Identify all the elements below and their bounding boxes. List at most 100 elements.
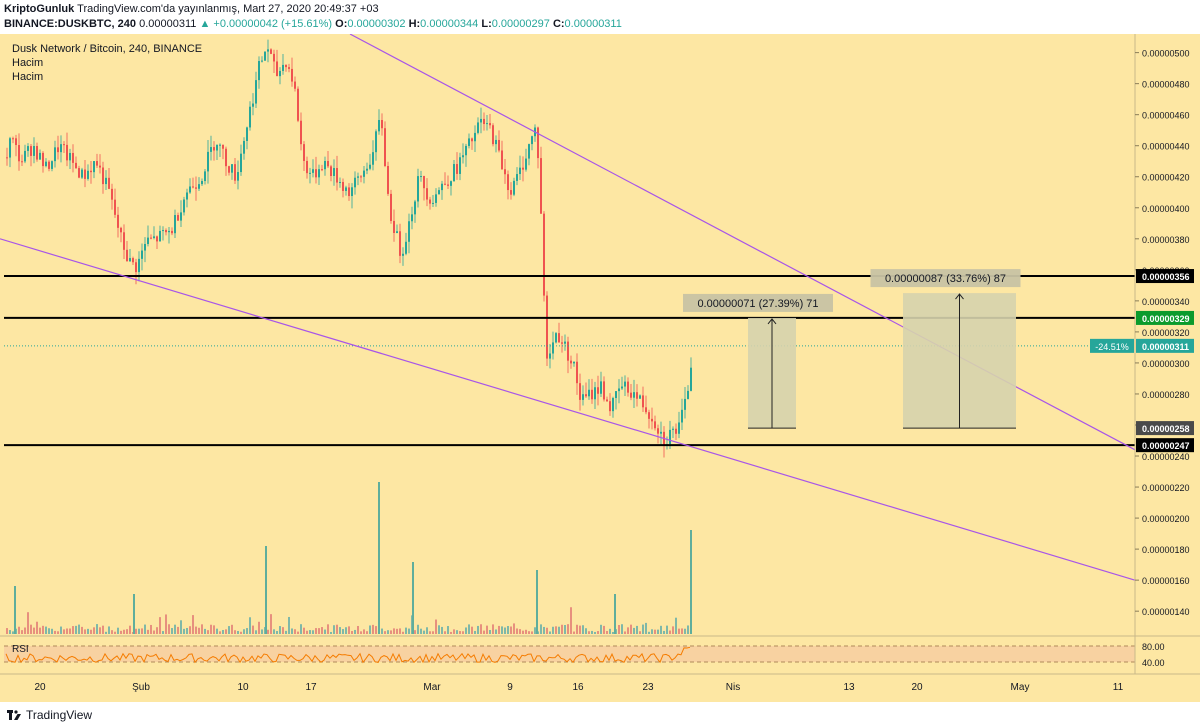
author-name[interactable]: KriptoGunluk xyxy=(4,3,75,15)
candle-body xyxy=(597,387,599,394)
last-price-tag-box xyxy=(1090,338,1134,353)
volume-bar xyxy=(588,631,590,634)
low-value: 0.00000297 xyxy=(491,18,550,30)
footer: TradingView xyxy=(0,702,1200,727)
price-label-box xyxy=(1136,338,1194,353)
volume-bar xyxy=(612,631,614,634)
volume-bar xyxy=(444,631,446,634)
volume-bar xyxy=(249,617,251,634)
volume-bar xyxy=(357,625,359,634)
candle-body xyxy=(252,103,254,107)
volume-bar xyxy=(645,622,647,634)
volume-bar xyxy=(300,624,302,634)
volume-bar xyxy=(186,627,188,634)
candle-body xyxy=(567,341,569,361)
volume-bar xyxy=(69,628,71,634)
candle-body xyxy=(531,136,533,145)
volume-bar xyxy=(39,627,41,634)
candle-body xyxy=(288,67,290,69)
x-tick-label: 20 xyxy=(34,682,46,693)
volume-bar xyxy=(672,626,674,634)
volume-bar xyxy=(180,620,182,634)
volume-bar xyxy=(90,629,92,634)
candle-body xyxy=(498,139,500,151)
volume-bar xyxy=(60,626,62,634)
footer-brand[interactable]: TradingView xyxy=(26,708,93,722)
candle-body xyxy=(378,120,380,132)
y-tick-label: 0.00000240 xyxy=(1142,452,1190,462)
candle-body xyxy=(630,392,632,398)
volume-bar xyxy=(348,626,350,634)
candle-body xyxy=(9,138,11,158)
candle-body xyxy=(480,118,482,123)
candle-body xyxy=(240,153,242,173)
candle-body xyxy=(168,230,170,233)
price-chart[interactable]: 80.0040.00 0.00000071 (27.39%) 710.00000… xyxy=(0,34,1200,702)
volume-bar xyxy=(123,629,125,634)
candle-body xyxy=(537,127,539,159)
volume-bar xyxy=(687,625,689,634)
x-tick-label: May xyxy=(1011,682,1030,693)
volume-bar xyxy=(237,630,239,634)
candle-body xyxy=(210,147,212,152)
volume-bar xyxy=(657,629,659,634)
trendline[interactable] xyxy=(0,238,1136,581)
price-label-text: 0.00000247 xyxy=(1142,441,1190,451)
volume-bar xyxy=(291,628,293,634)
close-label: C: xyxy=(552,18,565,30)
volume-bar xyxy=(642,624,644,634)
candle-body xyxy=(153,236,155,239)
volume-bar xyxy=(183,628,185,634)
time-axis[interactable]: 20 Şub 10 17 Mar 9 16 23 Nis 13 20 May 11 xyxy=(0,673,1200,693)
candle-body xyxy=(660,431,662,434)
x-tick-label: 17 xyxy=(305,682,317,693)
volume-bar xyxy=(591,630,593,634)
candle-body xyxy=(609,401,611,412)
x-tick-label: Şub xyxy=(132,682,150,693)
y-tick-label: 0.00000220 xyxy=(1142,483,1190,493)
volume-bar xyxy=(597,631,599,634)
candle-body xyxy=(636,392,638,399)
volume-bar xyxy=(666,625,668,634)
price-axis[interactable]: 0.00000500 0.00000480 0.00000460 0.00000440… xyxy=(1090,34,1194,674)
candle-body xyxy=(441,183,443,191)
volume-bar xyxy=(474,630,476,634)
candle-body xyxy=(492,125,494,145)
candle-body xyxy=(444,183,446,185)
low-label: L: xyxy=(481,18,492,30)
candle-body xyxy=(456,164,458,174)
volume-bar xyxy=(276,631,278,634)
volume-bar xyxy=(165,614,167,634)
x-tick-label: Mar xyxy=(423,682,441,693)
candle-body xyxy=(258,61,260,81)
candle-body xyxy=(417,176,419,202)
candle-body xyxy=(30,146,32,156)
volume-bar xyxy=(48,628,50,634)
volume-bar xyxy=(285,630,287,634)
candle-body xyxy=(615,391,617,399)
candle-body xyxy=(384,128,386,166)
high-value: 0.00000344 xyxy=(420,18,479,30)
symbol-name[interactable]: BINANCE:DUSKBTC, 240 xyxy=(4,18,137,30)
measurement-tools[interactable]: 0.00000071 (27.39%) 71 0.00000087 (33.76%… xyxy=(683,269,1021,429)
volume-bar xyxy=(567,624,569,634)
candle-body xyxy=(477,122,479,133)
volume-bar xyxy=(621,624,623,634)
candle-body xyxy=(216,145,218,151)
volume-bar xyxy=(600,624,602,634)
candle-body xyxy=(147,237,149,244)
candle-body xyxy=(132,258,134,263)
candle-body xyxy=(555,333,557,343)
volume-bar xyxy=(120,630,122,634)
volume-bar xyxy=(603,625,605,634)
candle-body xyxy=(330,166,332,176)
candle-body xyxy=(225,148,227,167)
volume-bar xyxy=(447,626,449,634)
candle-body xyxy=(426,188,428,200)
candle-body xyxy=(189,186,191,193)
volume-bar xyxy=(618,625,620,634)
volume-bar xyxy=(126,629,128,634)
candle-body xyxy=(66,144,68,161)
candle-body xyxy=(72,152,74,163)
candle-body xyxy=(489,123,491,126)
